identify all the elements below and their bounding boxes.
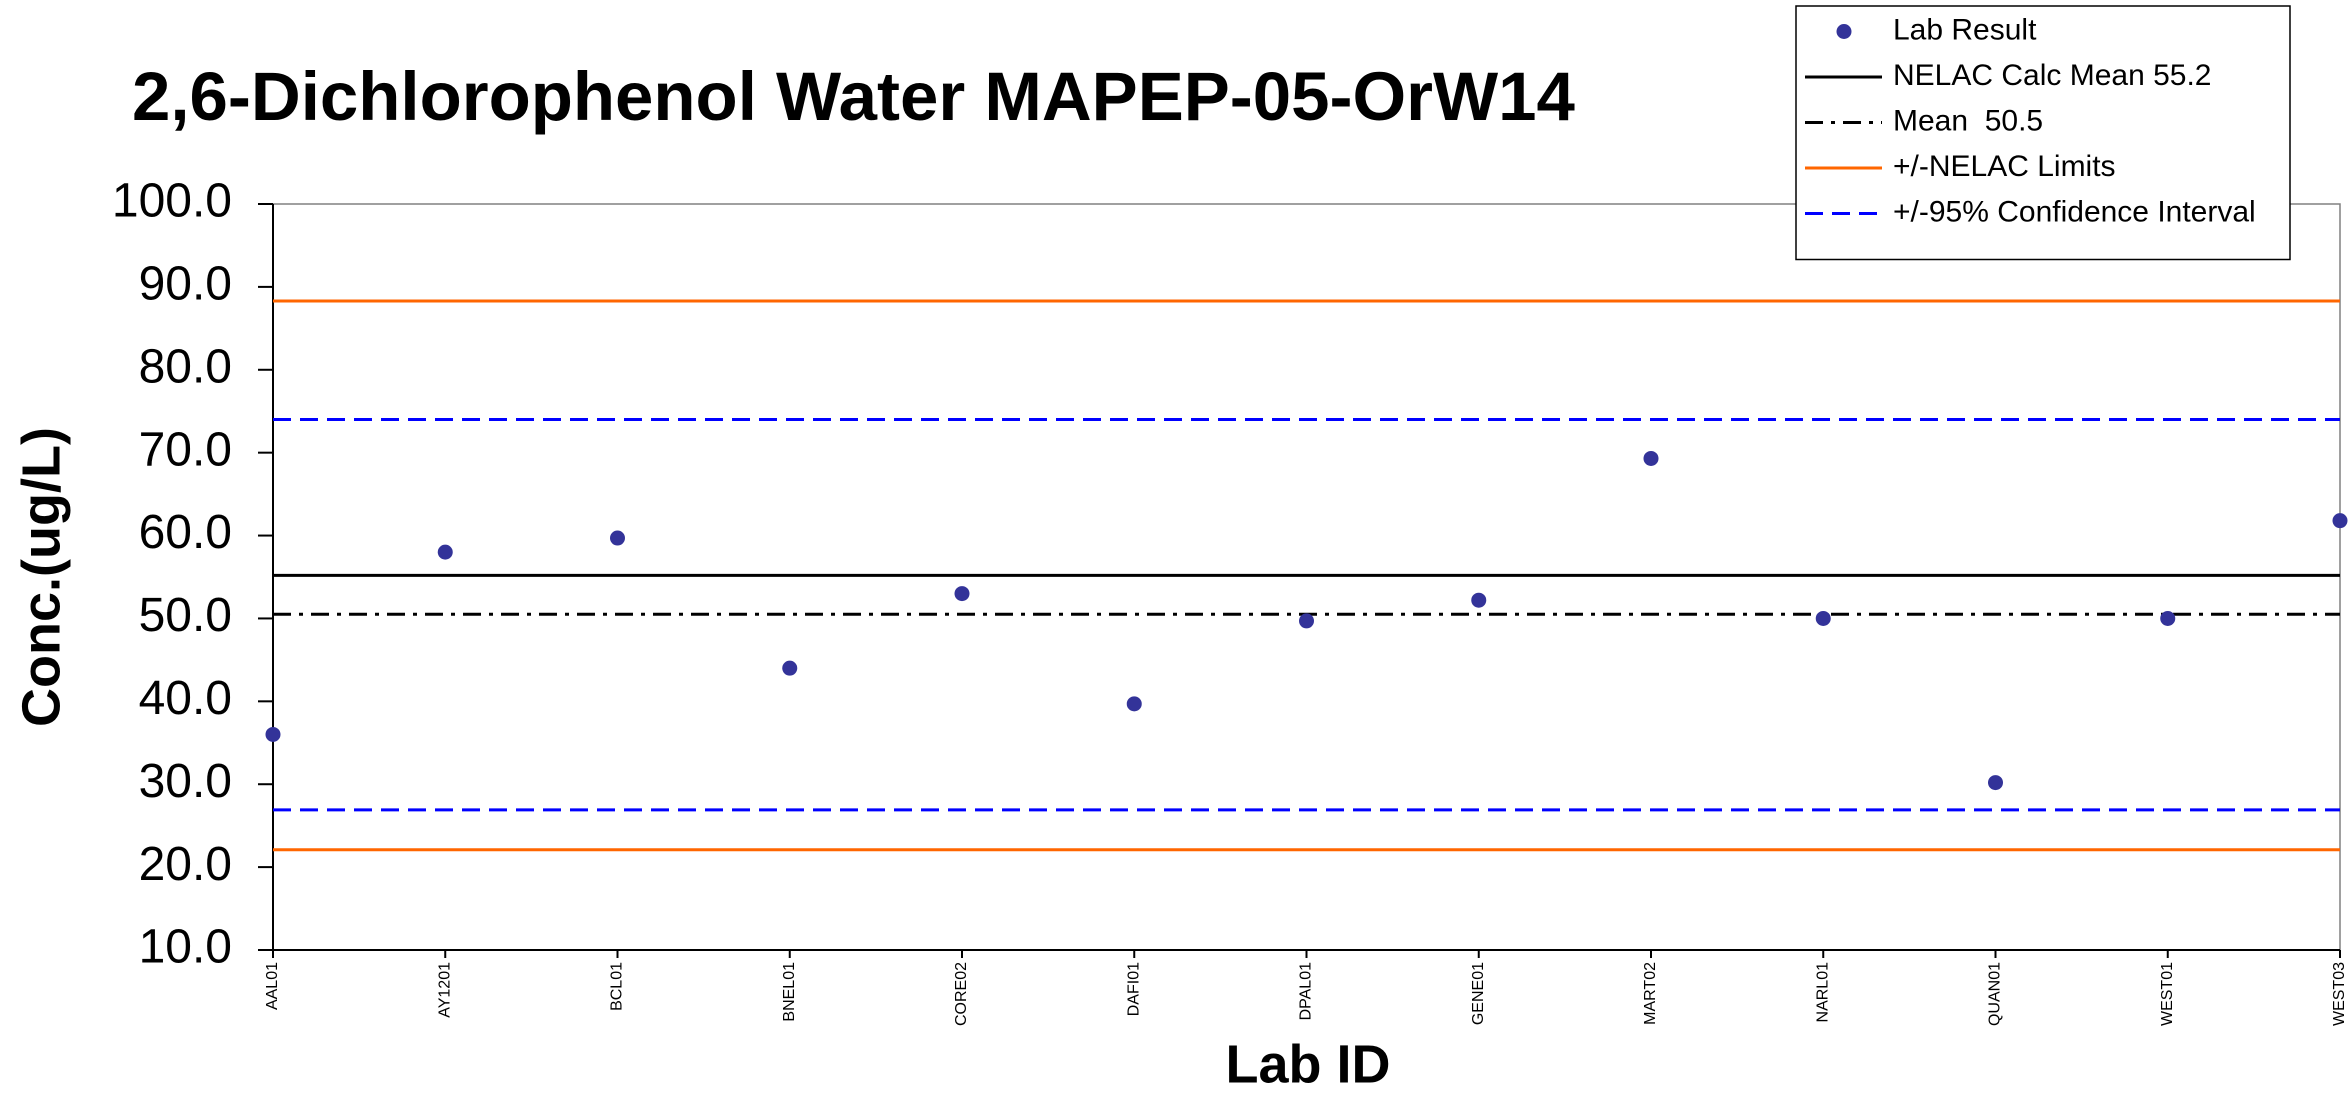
y-tick-label: 20.0 xyxy=(139,838,232,891)
y-tick-label: 50.0 xyxy=(139,589,232,642)
plot-area xyxy=(272,203,2341,951)
data-point xyxy=(1126,696,1142,712)
x-tick-label: DPAL01 xyxy=(1298,962,1315,1021)
chart-title: 2,6-Dichlorophenol Water MAPEP-05-OrW14 xyxy=(132,58,1575,135)
legend-label: Mean 50.5 xyxy=(1893,104,2043,137)
data-point xyxy=(1299,613,1314,629)
legend-label: +/-95% Confidence Interval xyxy=(1893,195,2256,228)
data-point xyxy=(2332,513,2348,529)
x-tick-label: WEST03 xyxy=(2331,962,2348,1026)
y-tick-label: 40.0 xyxy=(139,672,232,725)
y-tick-label: 60.0 xyxy=(139,506,232,559)
x-tick-label: MART02 xyxy=(1642,962,1659,1025)
y-tick-label: 90.0 xyxy=(139,258,232,311)
data-point xyxy=(1988,775,2003,791)
y-axis-label: Conc.(ug/L) xyxy=(11,427,71,727)
legend-marker xyxy=(1836,24,1852,39)
x-tick-label: CORE02 xyxy=(953,962,970,1026)
y-tick-label: 70.0 xyxy=(139,423,232,476)
x-tick-label: AAL01 xyxy=(264,962,281,1010)
x-tick-label: WEST01 xyxy=(2159,962,2176,1026)
data-point xyxy=(2160,610,2176,626)
legend-label: NELAC Calc Mean 55.2 xyxy=(1893,59,2212,92)
x-tick-label: DAFI01 xyxy=(1125,962,1142,1016)
y-tick-label: 30.0 xyxy=(139,755,232,808)
legend-label: Lab Result xyxy=(1893,13,2037,46)
x-tick-label: AY1201 xyxy=(436,962,453,1018)
y-tick-label: 100.0 xyxy=(112,175,232,228)
legend-label: +/-NELAC Limits xyxy=(1893,150,2116,183)
x-tick-label: GENE01 xyxy=(1470,962,1487,1025)
data-point xyxy=(610,530,625,546)
x-tick-label: BNEL01 xyxy=(781,962,798,1022)
x-tick-label: BCL01 xyxy=(609,962,626,1011)
x-tick-label: QUAN01 xyxy=(1987,962,2004,1026)
data-point xyxy=(437,544,453,560)
y-tick-label: 80.0 xyxy=(139,340,232,393)
data-point xyxy=(954,586,970,602)
data-point xyxy=(1643,450,1659,466)
x-axis-label: Lab ID xyxy=(1225,1034,1390,1094)
data-point xyxy=(1815,610,1831,626)
y-tick-label: 10.0 xyxy=(139,921,232,974)
data-point xyxy=(265,726,281,742)
data-point xyxy=(1471,592,1487,608)
x-tick-label: NARL01 xyxy=(1814,962,1831,1023)
data-point xyxy=(782,660,798,676)
legend-box xyxy=(1795,5,2291,261)
